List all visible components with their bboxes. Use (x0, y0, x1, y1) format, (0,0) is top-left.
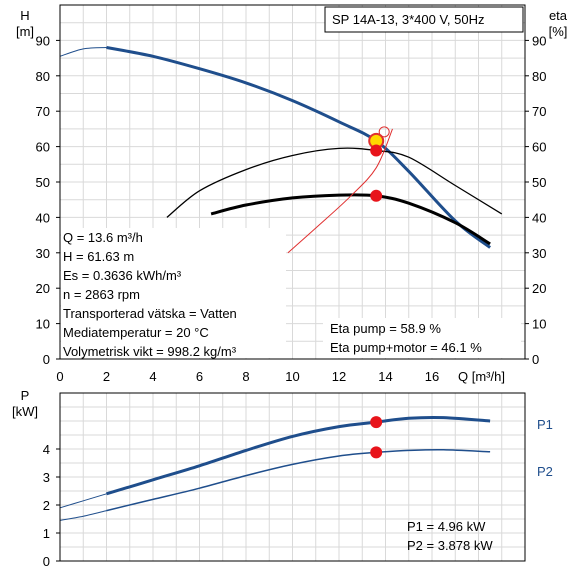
y-tick-label-left: 70 (36, 104, 50, 119)
y-tick-label-left: 30 (36, 246, 50, 261)
eta-total-label: Eta pump+motor = 46.1 % (330, 340, 482, 355)
p2-value-label: P2 = 3.878 kW (407, 538, 493, 553)
power-axis-unit: [kW] (12, 404, 38, 419)
head-efficiency-curves (59, 46, 503, 254)
eta-total-curve (210, 193, 491, 246)
info-line: Es = 0.3636 kWh/m³ (63, 268, 182, 283)
info-line: Mediatemperatur = 20 °C (63, 325, 209, 340)
power-tick-label: 1 (43, 526, 50, 541)
power-tick-label: 0 (43, 554, 50, 569)
p1-value-label: P1 = 4.96 kW (407, 519, 486, 534)
y-axis-unit-right: [%] (549, 24, 568, 39)
y-tick-label-left: 40 (36, 210, 50, 225)
p1-series-label: P1 (537, 417, 553, 432)
eta-pump-curve (166, 147, 503, 218)
info-line: Volymetrisk vikt = 998.2 kg/m³ (63, 344, 237, 359)
y-tick-label-right: 90 (532, 33, 546, 48)
top-chart-frame (59, 4, 526, 360)
x-tick-label: 2 (103, 369, 110, 384)
eta-pump-marker (370, 144, 383, 157)
p2-curve (106, 449, 491, 512)
p2-marker (370, 446, 383, 459)
power-axis-title: P (21, 388, 30, 403)
info-line: H = 61.63 m (63, 249, 134, 264)
p1-marker (370, 416, 383, 429)
bottom-chart-grid (60, 393, 525, 561)
power-curves (59, 415, 491, 521)
y-tick-label-right: 80 (532, 69, 546, 84)
x-tick-label: 6 (196, 369, 203, 384)
x-tick-label: 16 (425, 369, 439, 384)
y-tick-label-left: 10 (36, 317, 50, 332)
eta-total-marker (370, 189, 383, 202)
y-tick-label-right: 20 (532, 281, 546, 296)
eta-legend-box (323, 318, 521, 358)
p2-curve-extrapolated (59, 510, 107, 521)
x-tick-label: 8 (242, 369, 249, 384)
x-axis-title: Q [m³/h] (458, 369, 505, 384)
p2-series-label: P2 (537, 464, 553, 479)
duty-point-info: Q = 13.6 m³/h H = 61.63 m Es = 0.3636 kWh/… (63, 230, 237, 359)
y-tick-label-right: 10 (532, 317, 546, 332)
x-tick-label: 4 (149, 369, 156, 384)
y-tick-label-left: 50 (36, 175, 50, 190)
info-line: n = 2863 rpm (63, 287, 140, 302)
y-tick-label-left: 90 (36, 33, 50, 48)
y-tick-label-right: 70 (532, 104, 546, 119)
y-tick-label-right: 0 (532, 352, 539, 367)
chart-title: SP 14A-13, 3*400 V, 50Hz (332, 12, 485, 27)
x-tick-label: 14 (378, 369, 392, 384)
bottom-chart-frame (59, 392, 526, 562)
info-box (61, 228, 286, 358)
eta-pump-label: Eta pump = 58.9 % (330, 321, 441, 336)
y-axis-title-left: H (20, 8, 29, 23)
x-tick-label: 12 (332, 369, 346, 384)
head-curve (106, 46, 492, 249)
y-axis-title-right: eta (549, 8, 568, 23)
info-line: Q = 13.6 m³/h (63, 230, 143, 245)
p1-curve (106, 415, 491, 496)
info-line: Transporterad vätska = Vatten (63, 306, 237, 321)
y-tick-label-right: 60 (532, 140, 546, 155)
y-tick-label-left: 80 (36, 69, 50, 84)
duty-point-markers (368, 126, 390, 459)
x-tick-label: 10 (285, 369, 299, 384)
y-tick-label-right: 50 (532, 175, 546, 190)
title-box (324, 6, 524, 33)
power-tick-label: 2 (43, 498, 50, 513)
y-tick-label-left: 20 (36, 281, 50, 296)
y-tick-label-right: 30 (532, 246, 546, 261)
system-curve (287, 128, 393, 254)
p1-curve-extrapolated (59, 493, 107, 509)
power-tick-label: 3 (43, 470, 50, 485)
y-axis-unit-left: [m] (16, 24, 34, 39)
y-tick-label-right: 40 (532, 210, 546, 225)
y-tick-label-left: 60 (36, 140, 50, 155)
head-curve-extrapolated (59, 47, 107, 57)
power-tick-label: 4 (43, 442, 50, 457)
system-point-marker (378, 126, 390, 138)
x-tick-label: 0 (56, 369, 63, 384)
y-tick-label-left: 0 (43, 352, 50, 367)
